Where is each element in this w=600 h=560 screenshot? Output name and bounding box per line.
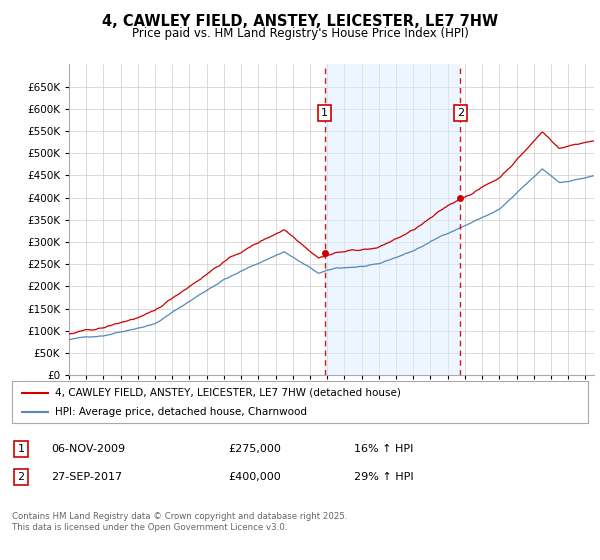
- Text: £400,000: £400,000: [228, 472, 281, 482]
- Text: 4, CAWLEY FIELD, ANSTEY, LEICESTER, LE7 7HW: 4, CAWLEY FIELD, ANSTEY, LEICESTER, LE7 …: [102, 14, 498, 29]
- Text: Price paid vs. HM Land Registry's House Price Index (HPI): Price paid vs. HM Land Registry's House …: [131, 27, 469, 40]
- Bar: [325, 64, 460, 375]
- Text: 2: 2: [457, 108, 464, 118]
- Text: 16% ↑ HPI: 16% ↑ HPI: [354, 444, 413, 454]
- Text: 4, CAWLEY FIELD, ANSTEY, LEICESTER, LE7 7HW (detached house): 4, CAWLEY FIELD, ANSTEY, LEICESTER, LE7 …: [55, 388, 401, 398]
- Text: £275,000: £275,000: [228, 444, 281, 454]
- Text: 27-SEP-2017: 27-SEP-2017: [51, 472, 122, 482]
- Text: 1: 1: [17, 444, 25, 454]
- Text: 2: 2: [17, 472, 25, 482]
- Text: 1: 1: [321, 108, 328, 118]
- Text: HPI: Average price, detached house, Charnwood: HPI: Average price, detached house, Char…: [55, 407, 307, 417]
- Text: 06-NOV-2009: 06-NOV-2009: [51, 444, 125, 454]
- Text: Contains HM Land Registry data © Crown copyright and database right 2025.
This d: Contains HM Land Registry data © Crown c…: [12, 512, 347, 532]
- Text: 29% ↑ HPI: 29% ↑ HPI: [354, 472, 413, 482]
